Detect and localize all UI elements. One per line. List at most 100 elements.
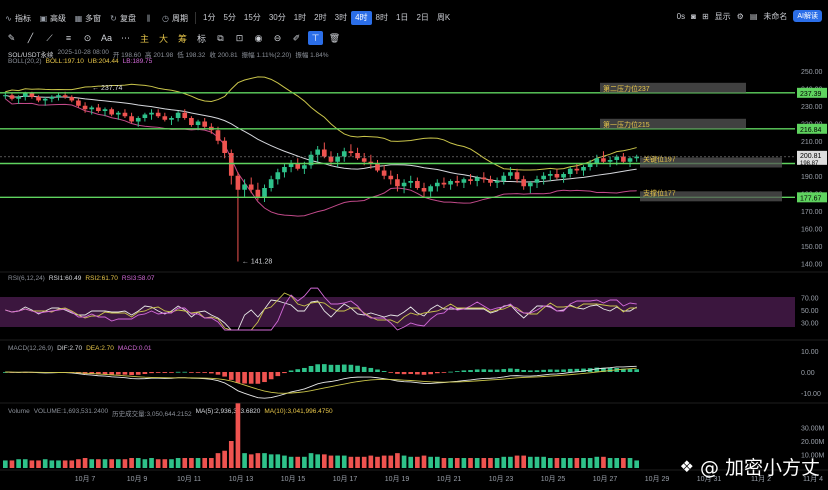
candle-body [62,95,68,97]
toolbar-indicator-button[interactable]: ∿ 指标 [0,10,35,26]
tool-main[interactable]: 主 [139,33,149,44]
macd-bar [627,369,633,372]
level-label-box [600,82,746,93]
candle-body [175,112,181,118]
candle-body [149,112,154,115]
lock-icon[interactable]: ⊖ [273,32,282,43]
eye-icon[interactable]: ◉ [254,32,263,43]
volume-bar [501,456,507,468]
pin-icon[interactable]: ⊤ [308,31,323,45]
timeframe-4[interactable]: 1时 [293,13,307,22]
timeframe-1[interactable]: 5分 [223,13,236,22]
macd-bar [315,364,321,372]
rsi-name[interactable]: RSI(6,12,24) [8,275,45,282]
timeframe-8[interactable]: 8时 [375,13,388,22]
toolbar-multi-chart-button[interactable]: ▦ 多窗 [70,10,105,26]
macd-bar [228,372,234,380]
volume-bar [69,460,75,468]
volume-name[interactable]: Volume [8,408,30,415]
timeframe-11[interactable]: 周K [436,13,451,22]
price-tick: 150.00 [801,244,823,251]
volume-bar [89,459,95,468]
display-button[interactable]: 显示 [714,11,731,21]
line-tool-icon[interactable]: ╱ [27,32,34,43]
candle-body [381,170,387,176]
fib-icon[interactable]: ≡ [65,33,72,43]
macd-bar [474,369,480,372]
layout-icon[interactable]: ▤ [749,11,758,21]
timeframe-9[interactable]: 1日 [395,13,409,22]
macd-bar [521,370,527,372]
cursor-icon[interactable]: ✎ [7,32,16,43]
macd-name[interactable]: MACD(12,26,9) [8,345,54,352]
volume-bar [428,456,433,468]
timeframe-5[interactable]: 2时 [314,13,327,22]
toolbar-period-button[interactable]: ◷ 周期 [157,10,192,26]
measure-icon[interactable]: ⊡ [235,32,244,43]
timeframe-6[interactable]: 3时 [334,13,348,22]
volume-bar [149,458,154,468]
timeframe-10[interactable]: 2日 [416,13,429,22]
trash-icon[interactable]: 🗑 [328,32,341,43]
toolbar-advanced-button[interactable]: ▣ 高级 [35,10,70,26]
macd-bar [115,372,121,375]
candle-body [627,158,633,162]
text-tool-icon[interactable]: Aa [100,33,112,43]
macd-bar [574,368,580,372]
magnet-icon[interactable]: ⋯ [121,32,130,43]
account-dropdown[interactable]: 未命名 [763,11,788,21]
toolbar-replay-button[interactable]: ↻ 复盘 [105,10,140,26]
indicator-icon: ∿ [5,13,12,23]
candle-body [428,186,433,192]
volume-bar [42,459,48,468]
brush-icon[interactable]: ✐ [292,32,301,43]
copy-icon[interactable]: ⧉ [217,32,224,43]
volume-bar [534,456,540,468]
ai-button[interactable]: AI解读 [793,10,822,22]
candle-body [508,172,513,176]
timeframe-3[interactable]: 30分 [268,13,286,22]
volume-bar [587,458,593,468]
price-tick: 250.00 [801,69,823,76]
candle-body [295,163,301,169]
timeframe-0[interactable]: 1分 [203,13,216,22]
candle-body [401,182,407,187]
macd-bar [49,372,55,373]
macd-bar [162,372,168,373]
watermark-text: @ 加密小方丈 [699,457,820,479]
volume-bar [335,455,340,468]
tool-chip[interactable]: 筹 [177,33,187,44]
macd-bar [149,372,154,374]
datetime-label: 2025-10-28 08:00 [57,49,109,56]
timeframe-7[interactable]: 4时 [351,11,372,25]
candle-body [76,100,81,106]
rsi-tick: 50.00 [801,308,819,315]
volume-bar [109,459,114,468]
macd-bar [175,371,181,373]
tool-big[interactable]: 大 [158,33,168,44]
boll-name[interactable]: BOLL(20,2) [8,58,42,65]
macd-bar [321,364,327,372]
shape-icon[interactable]: ⊙ [83,32,92,43]
top-right-controls: 0s ◙ ⊞ 显示 ⚙ ▤ 未命名 AI解读 [677,10,822,22]
volume-bar [621,458,626,468]
candle-body [488,179,493,183]
camera-icon[interactable]: ◙ [691,11,696,21]
candle-body [461,179,467,183]
macd-bar [508,368,513,372]
watermark-logo-icon: ❖ [679,457,694,476]
timeframe-2[interactable]: 15分 [243,13,261,22]
macd-tick: 10.00 [801,349,819,356]
tool-mark[interactable]: 标 [196,33,206,44]
settings-icon[interactable]: ⚙ [736,11,744,21]
level-price-tag [797,123,827,134]
x-tick: 10月 21 [437,475,462,483]
toolbar-chart-type-button[interactable]: ⫼ [140,10,157,26]
volume-tick: 30.00M [801,426,825,433]
candle-body [587,163,593,167]
ruler-icon[interactable]: ⟋ [46,32,53,43]
macd-bar [448,371,453,373]
candle-body [282,167,287,173]
volume-bar [135,458,141,468]
grid-icon[interactable]: ⊞ [701,11,709,21]
